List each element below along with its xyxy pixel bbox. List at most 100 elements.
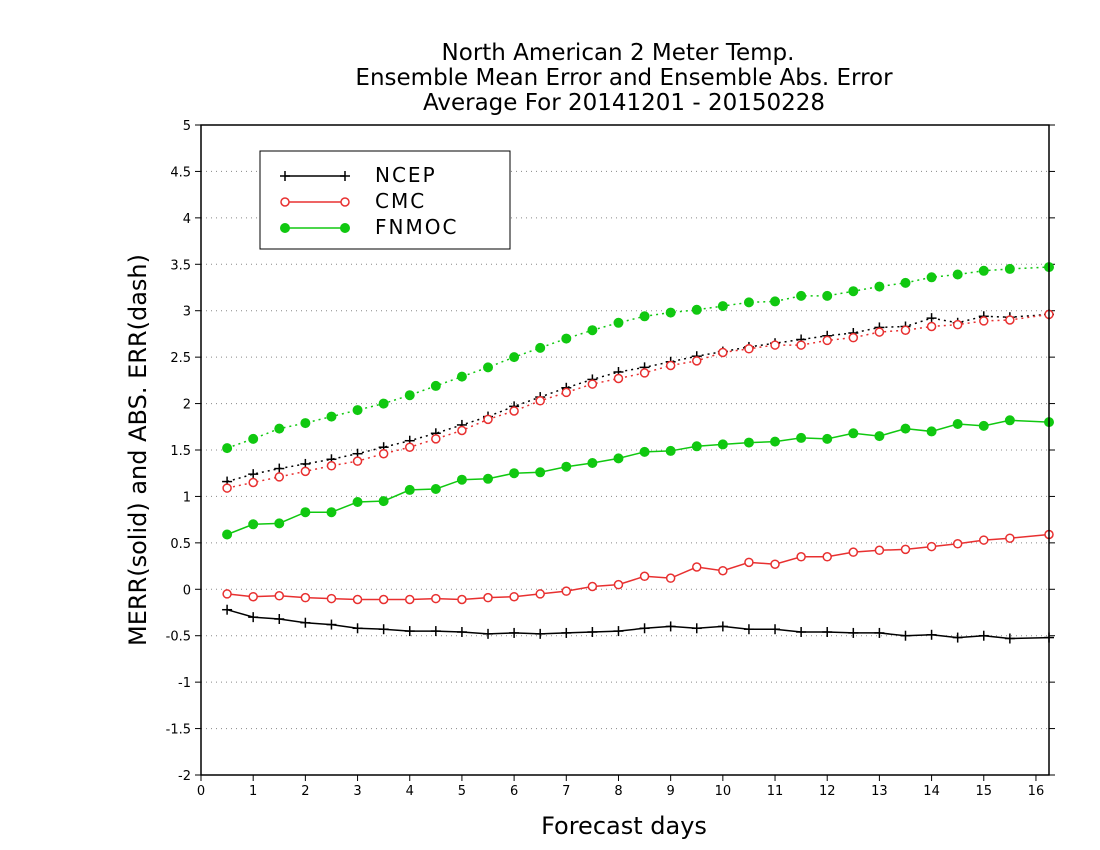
fnmoc-abs-err-point <box>535 342 546 353</box>
ncep-abs-err-point <box>274 463 285 474</box>
ncep-merr-point <box>222 604 233 615</box>
fnmoc-merr-point <box>456 474 467 485</box>
cmc-merr-point <box>274 591 285 601</box>
cmc-abs-err-point <box>1005 315 1015 325</box>
y-axis-ticks: -2 -1.5 -1 -0.5 0 0.5 1 1.5 2 2.5 3 3.5 4 4.5 5 <box>166 119 1055 784</box>
cmc-abs-err-point <box>274 472 285 482</box>
ncep-abs-err-point <box>926 313 937 324</box>
cmc-abs-err-point <box>378 448 389 459</box>
cmc-merr-point <box>744 557 754 568</box>
ncep-merr-point <box>561 627 572 638</box>
x-tick-label: 2 <box>301 784 309 799</box>
fnmoc-abs-err-point <box>717 301 728 312</box>
cmc-merr-point <box>300 592 311 603</box>
y-tick-label: 2.5 <box>170 351 191 366</box>
fnmoc-abs-err-point <box>613 317 624 328</box>
cmc-merr-point <box>718 565 728 576</box>
fnmoc-merr-point <box>691 441 702 452</box>
y-tick-label: -1 <box>178 676 191 691</box>
ncep-merr-point <box>352 623 363 634</box>
cmc-abs-err-point <box>248 477 258 488</box>
x-tick-label: 7 <box>562 784 570 799</box>
fnmoc-merr-point <box>1004 415 1015 426</box>
title-line-2: Ensemble Mean Error and Ensemble Abs. Er… <box>355 65 893 91</box>
cmc-abs-err-point <box>483 414 493 425</box>
fnmoc-abs-err-point <box>743 297 754 308</box>
fnmoc-abs-err-point <box>926 272 937 283</box>
cmc-merr-point <box>874 545 885 556</box>
x-tick-label: 1 <box>249 784 257 799</box>
fnmoc-merr-point <box>430 484 441 494</box>
cmc-abs-err-point <box>222 483 232 493</box>
cmc-abs-err-point <box>796 340 806 350</box>
x-tick-label: 5 <box>458 784 466 799</box>
cmc-abs-err-point <box>848 332 859 343</box>
cmc-merr-point <box>822 552 832 562</box>
cmc-merr-point <box>848 547 859 557</box>
legend-label-cmc: CMC <box>375 189 426 213</box>
cmc-abs-err-point <box>770 340 780 350</box>
fnmoc-abs-err-point <box>326 411 337 422</box>
cmc-merr-point <box>248 591 258 602</box>
cmc-abs-err-point <box>665 360 676 371</box>
y-tick-label: 4 <box>183 212 191 227</box>
cmc-merr-point <box>352 594 363 605</box>
fnmoc-merr-point <box>952 419 963 429</box>
cmc-merr-point <box>431 593 441 604</box>
cmc-merr-point <box>770 559 780 569</box>
fnmoc-abs-err-point <box>352 405 363 416</box>
cmc-abs-err-point <box>952 319 963 330</box>
ncep-merr-point <box>639 623 650 634</box>
y-tick-label: -0.5 <box>166 630 191 645</box>
x-tick-label: 14 <box>923 784 940 799</box>
fnmoc-merr-point <box>613 453 624 464</box>
ncep-merr-point <box>587 627 598 637</box>
x-tick-label: 3 <box>353 784 361 799</box>
fnmoc-merr-point <box>352 497 363 507</box>
fnmoc-abs-err-point <box>561 333 572 344</box>
fnmoc-merr-point <box>717 439 728 450</box>
fnmoc-merr-point <box>639 446 650 457</box>
fnmoc-abs-err-point <box>665 307 676 318</box>
fnmoc-merr-point <box>848 428 859 439</box>
cmc-merr-point <box>509 591 519 602</box>
fnmoc-abs-err-point <box>796 290 807 301</box>
ncep-merr-point <box>378 624 389 635</box>
fnmoc-abs-err-point <box>639 311 650 322</box>
chart-title: North American 2 Meter Temp. Ensemble Me… <box>355 40 893 116</box>
y-tick-label: 3.5 <box>170 258 191 273</box>
fnmoc-merr-point <box>274 518 285 529</box>
ncep-merr-point <box>1004 633 1015 644</box>
x-axis-label: Forecast days <box>541 812 707 840</box>
grid-lines <box>201 170 1049 730</box>
fnmoc-merr-line <box>226 419 1050 536</box>
x-tick-label: 16 <box>1028 784 1045 799</box>
ncep-merr-point <box>300 617 311 628</box>
legend-marker-ncep <box>280 171 290 181</box>
fnmoc-abs-err-point <box>274 423 285 434</box>
cmc-merr-point <box>326 593 337 604</box>
y-tick-label: -1.5 <box>166 723 191 738</box>
ncep-merr-point <box>874 627 885 638</box>
fnmoc-merr-point <box>587 458 598 468</box>
cmc-merr-point <box>796 552 806 562</box>
cmc-abs-err-point <box>535 396 545 406</box>
ncep-merr-point <box>613 626 624 637</box>
cmc-merr-point <box>483 592 493 603</box>
cmc-abs-err-point <box>404 442 415 452</box>
ncep-merr-point <box>717 621 728 632</box>
fnmoc-abs-err-point <box>978 265 989 276</box>
x-tick-label: 4 <box>406 784 414 799</box>
cmc-merr-point <box>561 586 572 596</box>
fnmoc-abs-err-point <box>222 443 233 454</box>
cmc-merr-point <box>613 579 624 590</box>
cmc-merr-point <box>378 594 389 605</box>
fnmoc-merr-point <box>900 423 911 434</box>
cmc-abs-err-point <box>692 356 702 366</box>
x-tick-label: 13 <box>871 784 888 799</box>
ncep-merr-point <box>248 612 259 623</box>
fnmoc-merr-point <box>378 496 389 507</box>
fnmoc-merr-point <box>509 468 520 479</box>
fnmoc-merr-point <box>665 445 676 456</box>
